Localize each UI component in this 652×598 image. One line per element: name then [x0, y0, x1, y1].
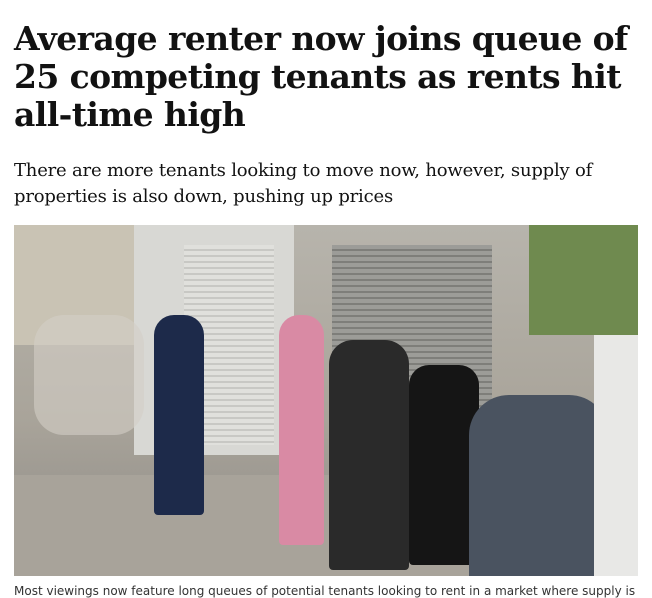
article-photo: [14, 225, 638, 576]
headline: Average renter now joins queue of 25 com…: [14, 19, 628, 134]
image-caption: Most viewings now feature long queues of…: [14, 584, 636, 598]
standfirst: There are more tenants looking to move n…: [14, 160, 593, 207]
